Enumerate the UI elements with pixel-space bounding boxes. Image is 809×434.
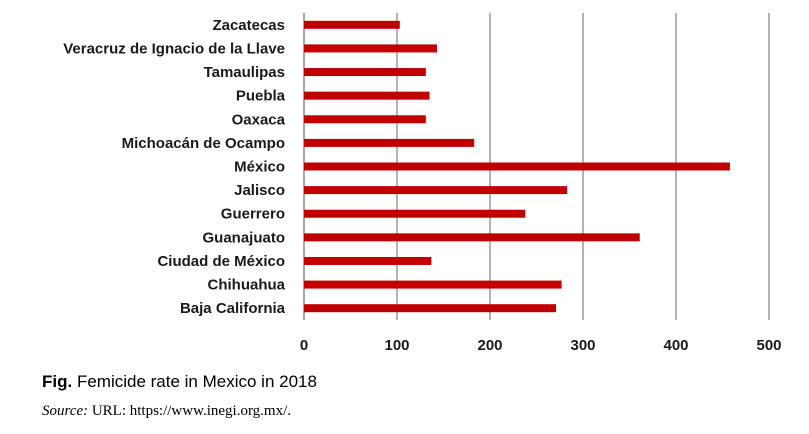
bar-9 <box>304 233 640 242</box>
bar-3 <box>304 91 430 100</box>
category-label-5: Michoacán de Ocampo <box>122 135 285 152</box>
category-label-8: Guerrero <box>221 206 285 223</box>
category-label-2: Tamaulipas <box>204 64 285 81</box>
x-tick-label-400: 400 <box>663 337 688 354</box>
category-label-11: Chihuahua <box>208 277 286 294</box>
bar-11 <box>304 280 562 289</box>
category-label-1: Veracruz de Ignacio de la Llave <box>63 40 285 57</box>
bar-1 <box>304 44 437 53</box>
bar-6 <box>304 162 730 171</box>
category-label-3: Puebla <box>236 88 286 105</box>
category-labels: Zacatecas Veracruz de Ignacio de la Llave… <box>63 17 285 317</box>
category-label-12: Baja California <box>180 300 286 317</box>
category-label-0: Zacatecas <box>212 17 285 34</box>
category-label-6: México <box>234 159 285 176</box>
source-label: Source: <box>42 403 89 419</box>
bar-8 <box>304 209 526 218</box>
figure-caption: Fig. Femicide rate in Mexico in 2018 <box>42 372 317 392</box>
bar-4 <box>304 115 426 124</box>
bar-10 <box>304 256 432 265</box>
bar-chart: Zacatecas Veracruz de Ignacio de la Llave… <box>63 13 782 354</box>
bar-5 <box>304 138 475 147</box>
bar-7 <box>304 186 568 195</box>
x-tick-label-300: 300 <box>570 337 595 354</box>
category-label-4: Oaxaca <box>232 111 286 128</box>
figure-caption-prefix: Fig. <box>42 372 73 391</box>
category-label-10: Ciudad de México <box>157 253 285 270</box>
x-tick-label-200: 200 <box>477 337 502 354</box>
bars <box>304 20 730 313</box>
x-tick-label-500: 500 <box>756 337 781 354</box>
figure-caption-title: Femicide rate in Mexico in 2018 <box>76 372 317 391</box>
bar-12 <box>304 304 557 313</box>
category-label-7: Jalisco <box>234 182 285 199</box>
x-tick-label-0: 0 <box>300 337 308 354</box>
x-tick-label-100: 100 <box>384 337 409 354</box>
source-text: URL: https://www.inegi.org.mx/. <box>88 403 292 419</box>
tick-labels: 0 100 200 300 400 500 <box>300 337 782 354</box>
source-note: Source: URL: https://www.inegi.org.mx/. <box>42 403 291 420</box>
bar-2 <box>304 68 426 77</box>
bar-0 <box>304 20 400 29</box>
category-label-9: Guanajuato <box>202 229 285 246</box>
